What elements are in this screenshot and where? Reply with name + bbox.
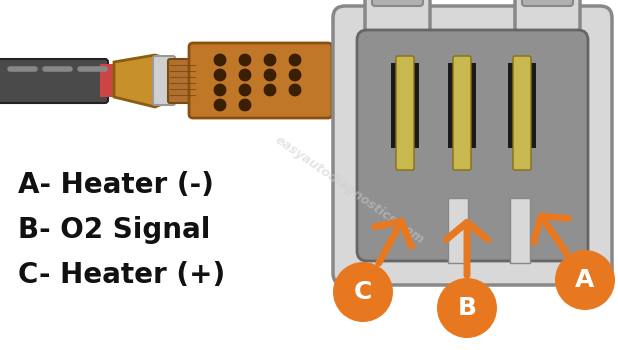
FancyBboxPatch shape [153, 56, 175, 105]
Circle shape [333, 262, 393, 322]
FancyBboxPatch shape [396, 56, 414, 170]
Circle shape [239, 54, 251, 66]
Circle shape [264, 54, 276, 66]
FancyBboxPatch shape [189, 43, 332, 118]
FancyBboxPatch shape [510, 198, 530, 263]
Circle shape [214, 84, 226, 96]
Text: A- Heater (-): A- Heater (-) [18, 171, 214, 199]
Text: B- O2 Signal: B- O2 Signal [18, 216, 210, 244]
Circle shape [239, 69, 251, 81]
Circle shape [289, 69, 301, 81]
Text: C: C [354, 280, 372, 304]
Text: A: A [575, 268, 595, 292]
FancyBboxPatch shape [453, 56, 471, 170]
Circle shape [214, 54, 226, 66]
Text: easyautodiagnostics.com: easyautodiagnostics.com [273, 133, 427, 247]
Circle shape [555, 250, 615, 310]
FancyBboxPatch shape [365, 0, 430, 33]
Circle shape [264, 69, 276, 81]
FancyBboxPatch shape [357, 30, 588, 261]
Text: C- Heater (+): C- Heater (+) [18, 261, 225, 289]
FancyBboxPatch shape [100, 64, 114, 97]
Circle shape [239, 84, 251, 96]
FancyBboxPatch shape [0, 59, 108, 103]
FancyBboxPatch shape [333, 6, 612, 285]
Circle shape [214, 69, 226, 81]
FancyBboxPatch shape [448, 198, 468, 263]
Circle shape [289, 54, 301, 66]
Polygon shape [114, 55, 165, 107]
Circle shape [437, 278, 497, 338]
FancyBboxPatch shape [515, 0, 580, 33]
FancyBboxPatch shape [168, 59, 197, 103]
Circle shape [239, 99, 251, 111]
Circle shape [214, 99, 226, 111]
FancyBboxPatch shape [372, 0, 423, 6]
FancyBboxPatch shape [391, 63, 419, 148]
FancyBboxPatch shape [522, 0, 573, 6]
Text: B: B [457, 296, 476, 320]
Circle shape [289, 84, 301, 96]
FancyBboxPatch shape [448, 63, 476, 148]
FancyBboxPatch shape [508, 63, 536, 148]
Circle shape [264, 84, 276, 96]
FancyBboxPatch shape [513, 56, 531, 170]
